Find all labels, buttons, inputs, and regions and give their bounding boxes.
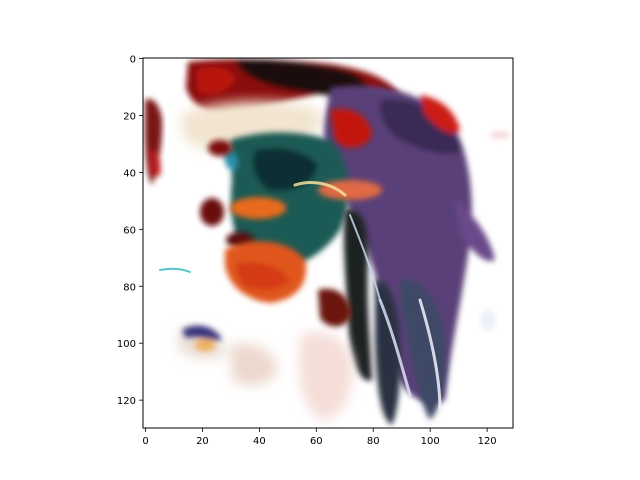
y-tick-label: 100 [117,339,136,350]
x-tick-label: 120 [478,436,497,447]
x-tick-label: 20 [196,436,209,447]
y-axis: 0 20 40 60 80 100 120 [117,55,143,407]
y-tick-label: 40 [123,168,136,179]
x-tick-label: 100 [421,436,440,447]
x-axis: 0 20 40 60 80 100 120 [142,428,497,447]
y-tick-label: 0 [130,55,136,66]
y-tick-label: 120 [117,396,136,407]
y-tick-label: 60 [123,225,136,236]
x-tick-label: 0 [142,436,148,447]
x-tick-label: 40 [253,436,266,447]
heatmap-image [143,58,513,428]
axes-frame [142,57,514,429]
x-tick-label: 80 [367,436,380,447]
y-tick-label: 20 [123,111,136,122]
y-tick-label: 80 [123,282,136,293]
x-tick-label: 60 [310,436,323,447]
